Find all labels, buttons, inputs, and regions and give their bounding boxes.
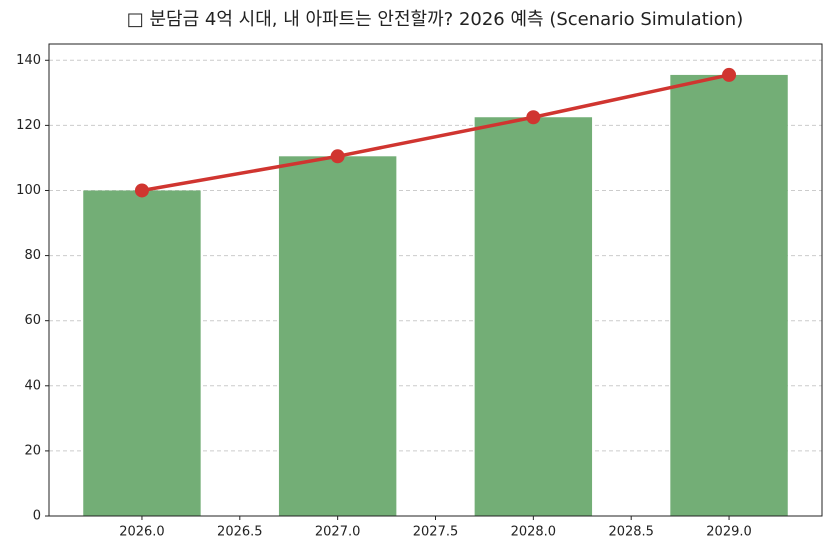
line-marker	[526, 110, 541, 125]
line-marker	[134, 183, 149, 198]
y-tick-label: 140	[16, 53, 41, 68]
bar	[83, 190, 201, 516]
x-tick-label: 2027.5	[413, 525, 459, 540]
y-tick-label: 40	[24, 378, 41, 393]
bar	[278, 156, 397, 516]
x-tick-label: 2029.0	[706, 525, 752, 540]
x-tick-label: 2027.0	[315, 525, 361, 540]
bar	[474, 117, 593, 516]
y-tick-label: 0	[33, 509, 41, 524]
y-tick-label: 80	[24, 248, 41, 263]
plot-frame	[48, 43, 823, 517]
chart-title: □ 분담금 4억 시대, 내 아파트는 안전할까? 2026 예측 (Scena…	[127, 9, 743, 30]
line	[141, 73, 730, 193]
x-tick-label: 2028.5	[608, 525, 654, 540]
line-marker	[330, 149, 345, 164]
x-tick-label: 2026.5	[217, 525, 263, 540]
y-tick-label: 100	[16, 183, 41, 198]
x-tick-label: 2026.0	[119, 525, 165, 540]
y-tick-label: 20	[24, 443, 41, 458]
bar	[670, 74, 788, 517]
y-tick-label: 120	[16, 118, 41, 133]
line-marker	[722, 67, 737, 82]
y-tick-label: 60	[24, 313, 41, 328]
x-tick-label: 2028.0	[511, 525, 557, 540]
